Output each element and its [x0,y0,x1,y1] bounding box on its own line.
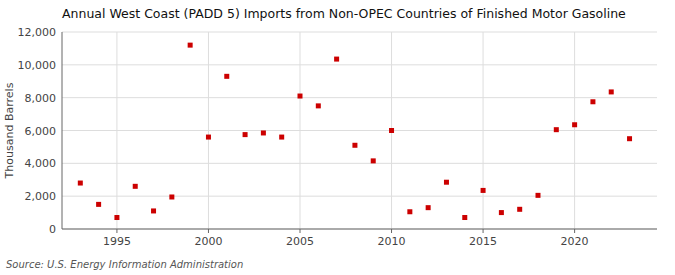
y-tick-label: 4,000 [25,157,57,170]
x-tick-label: 2000 [194,235,222,248]
x-grid-line [300,32,301,229]
point [151,208,156,213]
x-tick-label: 1995 [103,235,131,248]
y-tick-label: 6,000 [25,125,57,138]
x-tick [574,229,575,233]
y-tick-label: 0 [49,223,56,236]
y-grid-line [62,196,657,197]
point [114,215,119,220]
x-grid-line [116,32,117,229]
point [554,127,559,132]
point [188,43,193,48]
y-grid-line [62,163,657,164]
x-tick-label: 2020 [561,235,589,248]
x-tick-label: 2005 [286,235,314,248]
point [224,74,229,79]
x-tick [116,229,117,233]
points [78,43,632,220]
point [78,181,83,186]
y-grid-line [62,97,657,98]
point [499,210,504,215]
point [517,207,522,212]
x-grid-line [574,32,575,229]
point [279,135,284,140]
x-tick-label: 2015 [469,235,497,248]
y-tick-label: 12,000 [18,26,57,39]
source: Source: U.S. Energy Information Administ… [6,259,243,270]
y-grid-line [62,64,657,65]
chart: 0 2,000 4,000 6,000 8,000 10,000 12,000 1995 200… [0,0,675,275]
x-grid-line [483,32,484,229]
y-grid-line [62,32,657,33]
x-tick-label: 2010 [378,235,406,248]
point [590,99,595,104]
point [169,194,174,199]
x-grid-line [208,32,209,229]
point [352,143,357,148]
point [298,94,303,99]
point [371,158,376,163]
x-tick [391,229,392,233]
y-axis-label: Thousand Barrels [3,82,16,179]
y-grid-line [62,229,657,230]
title: Annual West Coast (PADD 5) Imports from … [62,6,626,21]
point [609,89,614,94]
y-grid-line [62,130,657,131]
x-tick [483,229,484,233]
point [243,132,248,137]
x-axis-line [62,229,657,230]
point [481,188,486,193]
point [334,57,339,62]
point [389,128,394,133]
point [426,205,431,210]
y-tick-label: 2,000 [25,190,57,203]
y-axis-line [62,32,63,229]
point [261,130,266,135]
point [407,209,412,214]
point [627,136,632,141]
grid [62,32,657,229]
y-tick-label: 10,000 [18,59,57,72]
point [133,184,138,189]
point [316,103,321,108]
x-tick [208,229,209,233]
point [206,135,211,140]
x-tick [300,229,301,233]
point [536,193,541,198]
point [572,122,577,127]
point [444,180,449,185]
y-tick-label: 8,000 [25,92,57,105]
point [96,202,101,207]
point [462,215,467,220]
